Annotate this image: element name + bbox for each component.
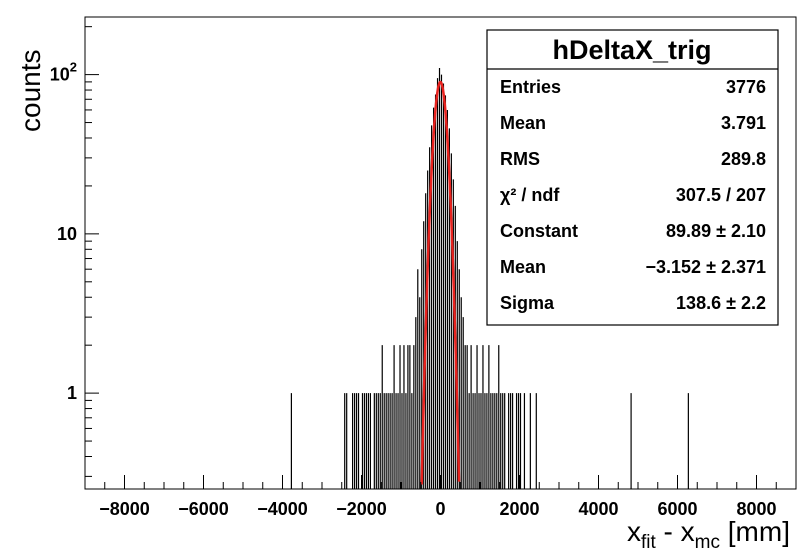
- x-axis: −8000 −6000 −4000 −2000 0 2000 4000 6000 8000: [84, 475, 797, 519]
- stats-row-value: −3.152 ± 2.371: [646, 257, 766, 277]
- stats-row-value: 289.8: [721, 149, 766, 169]
- stats-row-value: 138.6 ± 2.2: [676, 293, 766, 313]
- y-axis-title: counts: [15, 50, 46, 133]
- histogram-bars: [290, 68, 689, 489]
- stats-row-label: RMS: [500, 149, 540, 169]
- y-tick-label: 10: [57, 224, 77, 244]
- stats-row-label: Constant: [500, 221, 578, 241]
- stats-box-rows: Entries 3776 Mean 3.791 RMS 289.8 χ² / ndf 307.…: [500, 77, 766, 313]
- stats-row-label: Sigma: [500, 293, 555, 313]
- x-axis-title: xfit - xmc [mm]: [627, 516, 790, 553]
- stats-box-title: hDeltaX_trig: [552, 35, 711, 65]
- stats-box-frame: [486, 29, 779, 326]
- stats-row-value: 3.791: [721, 113, 766, 133]
- x-axis-title-main: x: [627, 516, 641, 547]
- x-tick-label: 2000: [499, 499, 539, 519]
- stats-row-value: 307.5 / 207: [676, 185, 766, 205]
- x-axis-title-sub-fit: fit: [641, 532, 657, 553]
- stats-row-label: χ² / ndf: [500, 185, 560, 205]
- stats-row-label: Mean: [500, 113, 546, 133]
- stats-row-label: Entries: [500, 77, 561, 97]
- x-axis-title-mid: - x: [656, 516, 695, 547]
- y-tick-label: 1: [67, 383, 77, 403]
- stats-row-label: Mean: [500, 257, 546, 277]
- y-tick-label: 102: [50, 60, 77, 85]
- y-axis: 1 10 102: [50, 26, 99, 477]
- x-tick-label: 6000: [657, 499, 697, 519]
- x-tick-label: 0: [435, 499, 445, 519]
- stats-box: hDeltaX_trig Entries 3776 Mean 3.791 RMS 289.…: [486, 29, 779, 326]
- stats-row-value: 3776: [726, 77, 766, 97]
- x-axis-title-sub-mc: mc: [695, 532, 720, 553]
- x-tick-label: −2000: [336, 499, 387, 519]
- x-tick-label: 8000: [736, 499, 776, 519]
- gaussian-fit-curve: [420, 80, 461, 485]
- x-axis-title-unit: [mm]: [720, 516, 790, 547]
- x-tick-label: −6000: [178, 499, 229, 519]
- x-tick-label: −8000: [99, 499, 150, 519]
- x-tick-label: 4000: [578, 499, 618, 519]
- x-tick-label: −4000: [257, 499, 308, 519]
- stats-row-value: 89.89 ± 2.10: [666, 221, 766, 241]
